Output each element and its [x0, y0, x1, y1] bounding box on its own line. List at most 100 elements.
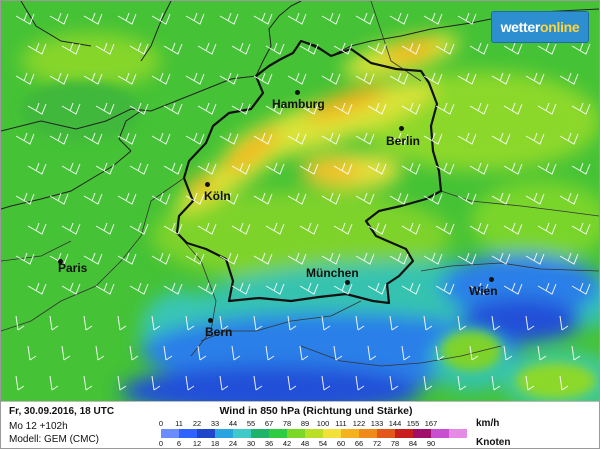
city-marker-paris [58, 259, 63, 264]
wind-barb [49, 375, 59, 391]
wind-barb [15, 192, 35, 205]
wind-barb [253, 375, 263, 391]
legend-tick-label: 12 [192, 439, 202, 448]
wind-barb [15, 132, 35, 145]
wind-barb [129, 282, 149, 295]
wind-barb [355, 375, 365, 391]
wind-barb [185, 12, 205, 25]
wind-barb [185, 192, 205, 205]
wind-barb [559, 252, 579, 265]
wind-barb [435, 42, 455, 55]
legend-tick-label: 18 [210, 439, 220, 448]
city-label-muenchen: München [306, 266, 359, 280]
wind-barb [185, 252, 205, 265]
wind-barb [389, 132, 409, 145]
forecast-datetime: Fr, 30.09.2016, 18 UTC [9, 406, 115, 417]
wind-barb [423, 132, 443, 145]
wind-barb [559, 192, 579, 205]
wind-barb [231, 345, 241, 361]
wind-barb [491, 252, 511, 265]
wind-barb [287, 132, 307, 145]
wind-barb [525, 192, 545, 205]
wind-barb [231, 42, 251, 55]
wind-barb [197, 345, 207, 361]
wind-barb [571, 282, 591, 295]
legend-color-swatch [395, 429, 413, 438]
wind-barb [559, 132, 579, 145]
wind-barb [185, 132, 205, 145]
wind-barb [491, 132, 511, 145]
wind-barb [83, 132, 103, 145]
legend-tick-label: 33 [210, 419, 220, 428]
wind-barb [117, 132, 137, 145]
wind-barb [537, 282, 557, 295]
city-label-berlin: Berlin [386, 134, 421, 148]
legend-color-swatch [215, 429, 233, 438]
wind-barb [287, 192, 307, 205]
legend-tick-label: 133 [370, 419, 384, 428]
legend-tick-label: 11 [175, 419, 183, 428]
wind-barb [457, 12, 477, 25]
legend-color-swatch [179, 429, 197, 438]
logo-text-wetter: wetter [500, 19, 541, 35]
wind-barb [435, 222, 455, 235]
legend-tick-label: 66 [354, 439, 364, 448]
legend-tick-label: 84 [408, 439, 418, 448]
wind-barb [61, 102, 81, 115]
wind-barb [265, 282, 285, 295]
legend-color-swatch [161, 429, 179, 438]
wind-barb [457, 72, 477, 85]
wind-barb [27, 345, 37, 361]
wind-barb [321, 12, 341, 25]
wind-barb [197, 282, 217, 295]
legend-color-swatch [431, 429, 449, 438]
legend-color-swatch [305, 429, 323, 438]
wind-barb [355, 72, 375, 85]
wind-barb [95, 102, 115, 115]
wind-barb [333, 222, 353, 235]
wind-barb [401, 282, 421, 295]
legend-tick-label: 54 [318, 439, 328, 448]
wind-barb [355, 132, 375, 145]
legend-unit-knots: Knoten [476, 437, 511, 448]
legend-tick-label: 60 [336, 439, 346, 448]
wind-barb [185, 72, 205, 85]
wind-barb [27, 282, 47, 295]
legend-tick-label: 55 [246, 419, 256, 428]
wind-barb [197, 42, 217, 55]
wind-barb [129, 102, 149, 115]
wind-barb [355, 12, 375, 25]
wind-barb [367, 102, 387, 115]
wind-barb [95, 222, 115, 235]
wind-barb [491, 315, 501, 331]
wind-barb [253, 315, 263, 331]
city-label-wien: Wien [469, 284, 498, 298]
wind-barb [423, 12, 443, 25]
wind-barb [197, 102, 217, 115]
wind-barb [117, 252, 137, 265]
wind-barb [219, 252, 239, 265]
wind-barb [231, 162, 251, 175]
wind-barb [367, 42, 387, 55]
wind-barb [491, 192, 511, 205]
wind-barb [389, 192, 409, 205]
city-label-koeln: Köln [204, 189, 231, 203]
wind-barb [537, 345, 547, 361]
wind-barb [219, 192, 239, 205]
wind-barb [503, 345, 513, 361]
wind-barb [219, 315, 229, 331]
wind-barb [61, 42, 81, 55]
legend-tick-label: 155 [406, 419, 420, 428]
wind-barb [163, 42, 183, 55]
wind-barb [163, 345, 173, 361]
wind-barb [83, 375, 93, 391]
legend-tick-label: 78 [390, 439, 400, 448]
wind-barb [49, 315, 59, 331]
wind-barb [61, 282, 81, 295]
wind-barb [571, 42, 591, 55]
wind-barb [525, 72, 545, 85]
wind-barb [151, 252, 171, 265]
wind-barb [83, 12, 103, 25]
wind-barb [321, 72, 341, 85]
wind-barb [151, 12, 171, 25]
